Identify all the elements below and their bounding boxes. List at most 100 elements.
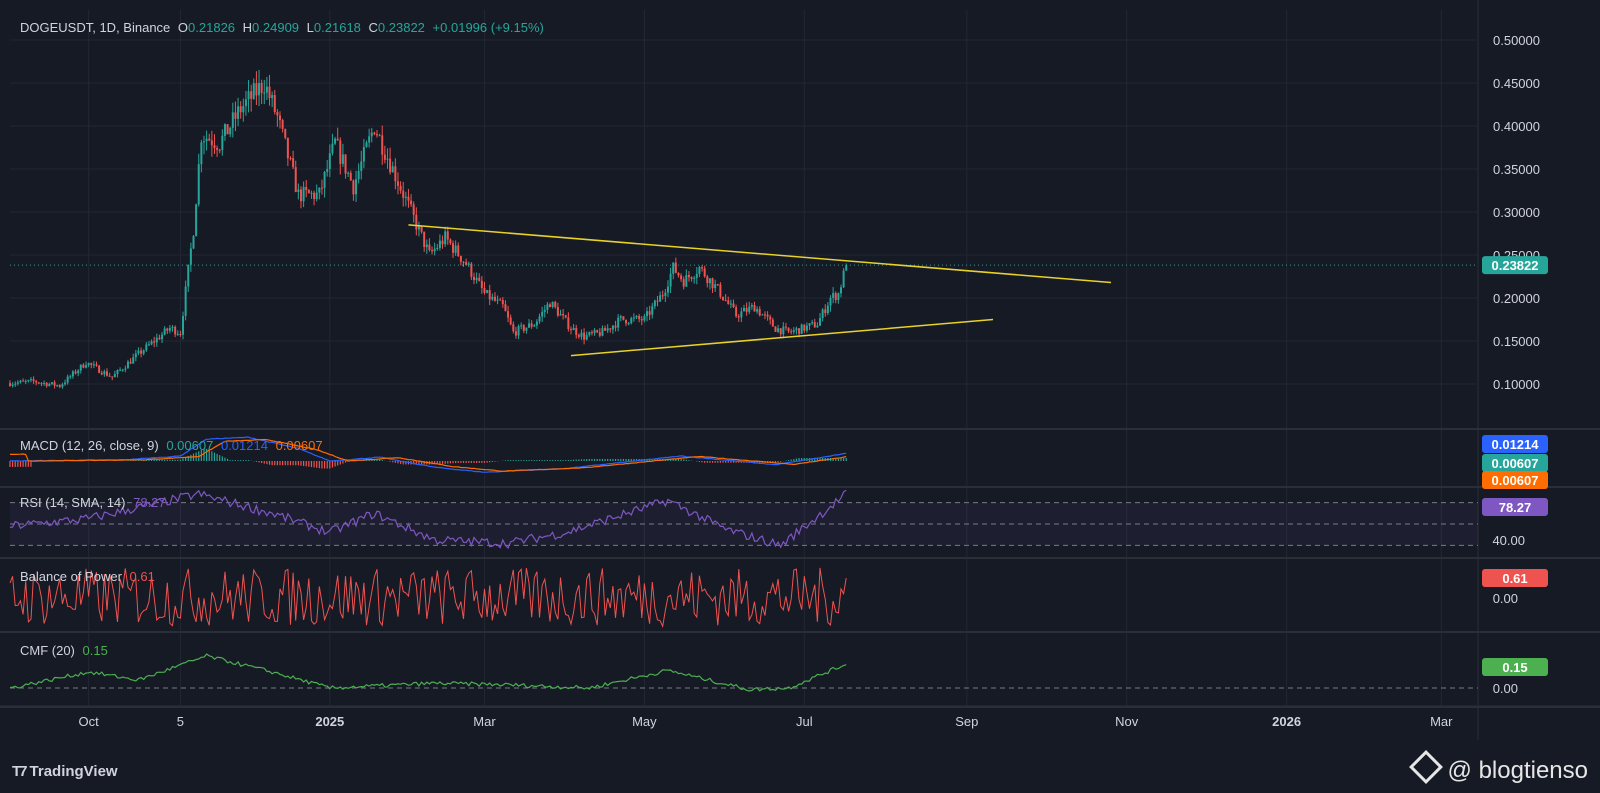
- candle-body: [402, 190, 405, 198]
- candle-body: [234, 112, 237, 119]
- candle-body: [651, 306, 654, 315]
- candle-body: [92, 364, 95, 366]
- candle-body: [625, 319, 628, 324]
- candle-body: [611, 325, 614, 330]
- candle-body: [307, 189, 310, 194]
- macd-hist-badge-bg: [1482, 454, 1548, 472]
- candle-body: [756, 309, 759, 312]
- candle-body: [98, 365, 101, 373]
- candle-body: [457, 245, 460, 257]
- candle-body: [404, 196, 407, 198]
- candle-body: [614, 325, 617, 328]
- candle-body: [370, 132, 373, 137]
- last-price-badge: 0.23822: [1492, 258, 1539, 273]
- candle-body: [386, 158, 389, 160]
- candle-body: [839, 287, 842, 294]
- macd-title: MACD (12, 26, close, 9): [20, 438, 159, 453]
- candle-body: [336, 138, 339, 141]
- candle-body: [297, 189, 300, 193]
- candle-body: [805, 325, 808, 331]
- candle-body: [394, 166, 397, 182]
- candle-body: [499, 299, 502, 301]
- low-value: 0.21618: [313, 20, 361, 35]
- candle-body: [69, 376, 72, 378]
- time-tick-label: May: [632, 714, 657, 729]
- candle-body: [630, 318, 633, 324]
- candle-body: [771, 319, 774, 327]
- candle-body: [572, 327, 575, 331]
- candle-body: [774, 326, 777, 332]
- candle-body: [803, 324, 806, 331]
- candle-body: [250, 91, 253, 99]
- candle-body: [653, 300, 656, 307]
- price-tick-label: 0.10000: [1493, 377, 1540, 392]
- candle-body: [163, 328, 166, 335]
- tradingview-logo[interactable]: T7 TradingView: [12, 763, 118, 780]
- candle-body: [520, 325, 523, 327]
- candle-body: [19, 380, 22, 383]
- candle-body: [27, 380, 30, 382]
- candle-body: [575, 327, 578, 335]
- candle-body: [643, 316, 646, 321]
- candle-body: [202, 141, 205, 143]
- candle-body: [598, 332, 601, 336]
- candle-body: [189, 248, 192, 265]
- candle-body: [829, 297, 832, 306]
- candle-body: [585, 335, 588, 340]
- candle-body: [543, 309, 546, 312]
- candle-body: [528, 323, 531, 328]
- macd-signal-badge-bg: [1482, 471, 1548, 489]
- candle-body: [315, 192, 318, 200]
- candle-body: [40, 383, 43, 385]
- candle-body: [819, 318, 822, 326]
- candle-body: [140, 350, 143, 354]
- candle-body: [538, 316, 541, 322]
- candle-body: [137, 350, 140, 354]
- candle-body: [64, 382, 67, 385]
- time-tick-label: Jul: [796, 714, 813, 729]
- candle-body: [533, 325, 536, 327]
- candle-body: [750, 305, 753, 307]
- candle-body: [546, 304, 549, 310]
- price-tick-label: 0.35000: [1493, 162, 1540, 177]
- candle-body: [331, 143, 334, 154]
- candle-body: [74, 371, 77, 374]
- candle-body: [569, 329, 572, 331]
- candle-body: [142, 350, 145, 354]
- candle-body: [37, 382, 40, 384]
- candle-body: [690, 277, 693, 279]
- bop-title: Balance of Power: [20, 569, 122, 584]
- candle-body: [320, 187, 323, 189]
- candle-body: [281, 120, 284, 129]
- candle-body: [58, 385, 61, 387]
- candle-body: [14, 383, 17, 385]
- candle-body: [32, 379, 35, 381]
- candle-body: [87, 363, 90, 366]
- candle-body: [601, 328, 604, 336]
- value-badges: 0.23822 0.01214 0.00607 0.00607 78.27 0.61 0.1…: [1482, 256, 1548, 676]
- cmf-title: CMF (20): [20, 643, 75, 658]
- candle-body: [433, 248, 436, 252]
- cmf-line: [9, 653, 847, 692]
- candle-body: [436, 248, 439, 250]
- candle-body: [16, 382, 19, 384]
- candle-body: [467, 263, 470, 265]
- rsi-title: RSI (14, SMA, 14): [20, 495, 126, 510]
- candle-body: [182, 315, 185, 335]
- candle-body: [349, 172, 352, 181]
- candle-body: [210, 140, 213, 146]
- candle-body: [593, 330, 596, 334]
- candle-body: [798, 328, 801, 334]
- candle-body: [347, 172, 350, 174]
- candle-body: [273, 95, 276, 113]
- candle-body: [292, 158, 295, 168]
- macd-legend: MACD (12, 26, close, 9) 0.00607 0.01214 …: [20, 438, 327, 453]
- candle-body: [9, 383, 11, 386]
- candle-body: [766, 314, 769, 317]
- candle-body: [779, 328, 782, 335]
- time-tick-label: Oct: [79, 714, 100, 729]
- candle-body: [784, 326, 787, 328]
- candle-body: [229, 127, 232, 135]
- candle-body: [213, 145, 216, 148]
